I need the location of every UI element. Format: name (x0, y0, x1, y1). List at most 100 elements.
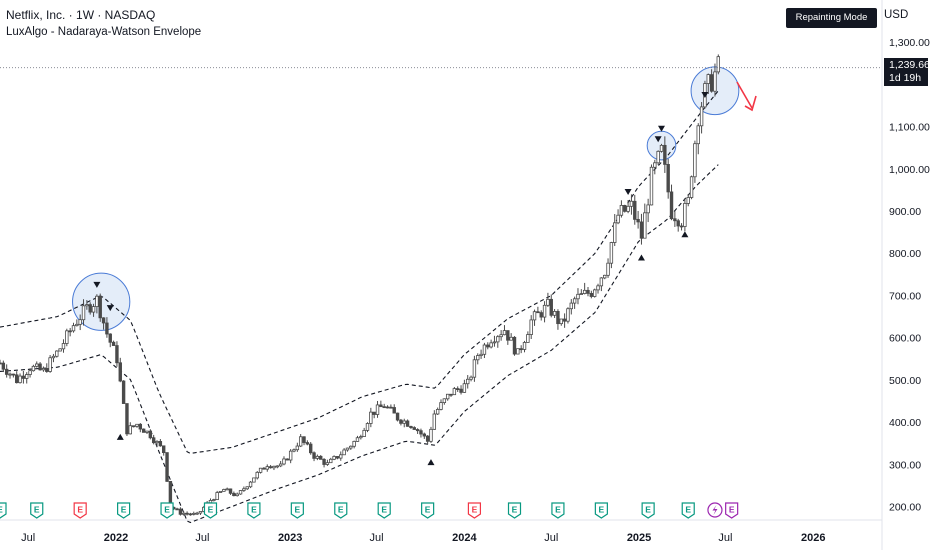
candle-body (552, 311, 557, 316)
candle (489, 339, 493, 349)
candle (382, 403, 386, 409)
candle-body (633, 200, 637, 220)
candle (633, 194, 637, 225)
candle (429, 426, 433, 443)
buy-signal-icon (427, 459, 435, 466)
earnings-marker-icon[interactable]: E (117, 502, 131, 519)
candle (98, 293, 102, 322)
currency-label[interactable]: USD (884, 9, 909, 21)
candle-body (71, 325, 76, 332)
earnings-marker-letter: E (77, 505, 83, 515)
candle-body (295, 445, 300, 451)
earnings-marker-icon[interactable]: E (334, 502, 348, 519)
candle (422, 432, 426, 439)
candle-body (325, 462, 330, 465)
candle-body (4, 368, 9, 375)
candle-body (502, 330, 507, 336)
candle (499, 330, 503, 341)
earnings-marker-icon[interactable]: E (247, 502, 261, 519)
earnings-marker-icon[interactable]: E (160, 502, 174, 519)
earnings-marker-icon[interactable]: E (203, 502, 218, 519)
candle (516, 348, 520, 355)
earnings-marker-icon[interactable]: E (507, 502, 522, 519)
candle-body (606, 262, 610, 276)
earnings-marker-icon[interactable]: E (421, 502, 435, 519)
split-marker-icon[interactable] (707, 502, 723, 518)
candle-body (586, 289, 590, 294)
candle (643, 203, 647, 239)
earnings-marker-icon[interactable]: E (0, 502, 7, 519)
earnings-marker-icon[interactable]: E (641, 502, 655, 519)
indicator-label[interactable]: LuxAlgo - Nadaraya-Watson Envelope (6, 26, 202, 38)
price-axis[interactable]: 200.00 300.00 400.00 500.00 600.00 700.00 800.… (889, 37, 930, 513)
candle-body (556, 311, 560, 325)
lightning-icon (712, 505, 718, 515)
candle (599, 277, 604, 292)
earnings-marker-shape (160, 502, 174, 519)
candle-body (165, 452, 169, 482)
candle-body (18, 375, 22, 384)
candle (248, 481, 253, 489)
candle (232, 491, 236, 497)
candle (138, 423, 143, 433)
earnings-marker-icon[interactable]: E (30, 502, 44, 519)
earnings-marker-icon[interactable]: E (467, 502, 482, 519)
candle (519, 345, 523, 354)
candle-body (48, 357, 52, 372)
candle-body (519, 348, 523, 351)
candle-body (466, 378, 470, 385)
bar-countdown: 1d 19h (889, 72, 922, 84)
candle (48, 355, 52, 373)
candle-body (178, 508, 183, 515)
candle (155, 440, 159, 447)
highlight-circles (72, 66, 740, 331)
price-tick-label: 700.00 (889, 290, 921, 302)
candle (158, 439, 163, 447)
candle (319, 455, 323, 460)
earnings-marker-letter: E (729, 505, 735, 515)
candle-body (716, 56, 720, 73)
candle (392, 404, 396, 414)
earnings-marker-shape (30, 502, 44, 519)
candle-body (359, 436, 363, 439)
buy-signal-icon (116, 433, 124, 440)
earnings-marker-icon[interactable]: E (725, 502, 739, 519)
symbol-title[interactable]: Netflix, Inc. · 1W · NASDAQ (6, 8, 156, 22)
candle-body (432, 413, 437, 430)
envelope-upper-band (0, 90, 719, 454)
earnings-marker-icon[interactable]: E (73, 502, 87, 519)
earnings-marker-icon[interactable]: E (551, 502, 565, 519)
earnings-marker-icon[interactable]: E (594, 502, 608, 519)
candle-body (392, 407, 396, 414)
time-tick-label: Jul (718, 532, 732, 544)
candle-body (195, 512, 199, 515)
candle-body (609, 242, 614, 264)
candle-body (603, 274, 607, 279)
earnings-marker-icon[interactable]: E (681, 502, 695, 519)
candle-body (369, 411, 373, 424)
last-price-tag: 1,239.66 1d 19h (884, 58, 930, 86)
candle (536, 306, 540, 314)
earnings-marker-icon[interactable]: E (290, 502, 304, 519)
candle-body (288, 450, 293, 461)
time-axis[interactable]: Jul 2022 Jul 2023 Jul 2024 Jul 2025 Jul 2026 (21, 532, 825, 544)
candle-body (25, 374, 29, 379)
candle (365, 422, 370, 433)
candle (576, 288, 580, 305)
candle (409, 425, 413, 429)
candle (709, 69, 714, 93)
earnings-marker-icon[interactable]: E (377, 502, 391, 519)
candle-body (101, 317, 106, 324)
candle (706, 73, 710, 95)
candle (659, 143, 664, 153)
earnings-marker-shape (641, 502, 655, 519)
candle-body (332, 456, 336, 460)
candle-body (526, 334, 530, 343)
earnings-markers[interactable]: EEEEEEEEEEEEEEEEEE (0, 502, 739, 519)
candle-body (58, 348, 62, 352)
candle-body (242, 488, 246, 491)
candle (235, 492, 239, 497)
candle-body (305, 442, 310, 445)
candle-body (439, 402, 443, 410)
